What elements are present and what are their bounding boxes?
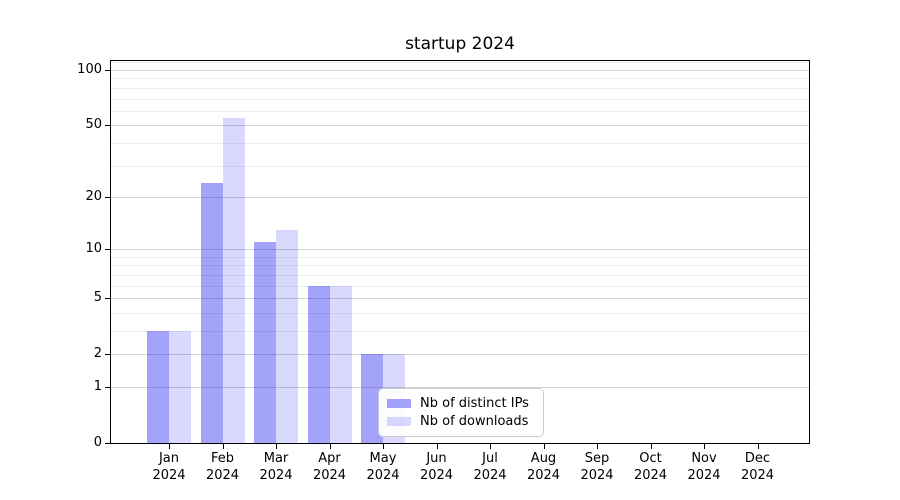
gridline-minor bbox=[111, 256, 809, 258]
y-tick bbox=[105, 70, 110, 71]
gridline-minor bbox=[111, 142, 809, 144]
x-tick bbox=[704, 444, 705, 449]
bar-distinct-ips bbox=[361, 354, 383, 443]
x-tick-label: Aug 2024 bbox=[526, 451, 561, 483]
x-tick bbox=[383, 444, 384, 449]
y-tick-label: 100 bbox=[77, 62, 102, 77]
x-tick bbox=[650, 444, 652, 449]
y-tick bbox=[105, 196, 110, 198]
bar-downloads bbox=[222, 117, 245, 443]
gridline-minor bbox=[111, 312, 809, 314]
x-tick-label: Jul 2024 bbox=[473, 451, 507, 483]
gridline-major bbox=[111, 70, 809, 71]
y-tick bbox=[105, 387, 110, 388]
x-tick-label: Jun 2024 bbox=[419, 451, 454, 483]
gridline-major bbox=[111, 387, 809, 388]
x-tick-label: Jan 2024 bbox=[152, 451, 186, 483]
x-tick-label: Oct 2024 bbox=[633, 451, 668, 483]
y-tick bbox=[105, 298, 110, 300]
bar-downloads bbox=[169, 331, 191, 443]
gridline-major bbox=[111, 249, 809, 251]
legend-label: Nb of distinct IPs bbox=[420, 395, 529, 411]
bar-distinct-ips bbox=[200, 182, 223, 443]
y-tick-label: 0 bbox=[93, 435, 102, 450]
y-tick bbox=[105, 443, 110, 444]
bar-downloads bbox=[329, 285, 352, 443]
bar-distinct-ips bbox=[254, 242, 276, 443]
y-tick-label: 10 bbox=[85, 241, 102, 257]
y-tick bbox=[105, 125, 110, 127]
legend-label: Nb of downloads bbox=[420, 414, 529, 430]
gridline-major bbox=[111, 125, 809, 127]
x-tick bbox=[169, 444, 170, 449]
gridline-minor bbox=[111, 98, 809, 100]
gridline-minor bbox=[111, 62, 809, 64]
x-tick-label: Feb 2024 bbox=[205, 451, 240, 483]
bar-downloads bbox=[276, 229, 298, 443]
x-tick bbox=[597, 444, 598, 449]
bar-distinct-ips bbox=[147, 331, 169, 443]
x-tick bbox=[490, 444, 491, 449]
bar-distinct-ips bbox=[307, 285, 330, 443]
gridline-minor bbox=[111, 78, 809, 80]
y-tick-label: 20 bbox=[85, 188, 102, 204]
gridline-minor bbox=[111, 331, 809, 332]
legend: Nb of distinct IPs Nb of downloads bbox=[378, 388, 544, 437]
gridline-major bbox=[111, 354, 809, 356]
legend-entry: Nb of downloads bbox=[387, 413, 535, 432]
gridline-minor bbox=[111, 110, 809, 112]
x-tick-label: Dec 2024 bbox=[740, 451, 775, 483]
x-tick-label: Mar 2024 bbox=[259, 451, 293, 483]
gridline-minor bbox=[111, 165, 809, 167]
gridline-minor bbox=[111, 285, 809, 287]
y-tick-label: 5 bbox=[93, 290, 102, 306]
x-tick bbox=[222, 444, 224, 449]
legend-entry: Nb of distinct IPs bbox=[387, 394, 535, 413]
y-tick-label: 1 bbox=[93, 379, 102, 394]
legend-swatch-distinct-ips bbox=[387, 398, 411, 408]
gridline-minor bbox=[111, 265, 809, 267]
gridline-major bbox=[111, 196, 809, 198]
legend-swatch-downloads bbox=[387, 417, 411, 427]
x-tick-label: Nov 2024 bbox=[687, 451, 721, 483]
x-tick-label: Apr 2024 bbox=[312, 451, 347, 483]
x-tick bbox=[329, 444, 331, 449]
x-tick-label: Sep 2024 bbox=[580, 451, 614, 483]
y-tick-label: 50 bbox=[85, 117, 102, 133]
x-tick bbox=[276, 444, 277, 449]
x-tick bbox=[543, 444, 545, 449]
y-tick bbox=[105, 354, 110, 356]
gridline-minor bbox=[111, 87, 809, 89]
x-tick-label: May 2024 bbox=[366, 451, 400, 483]
y-tick bbox=[105, 249, 110, 251]
x-tick bbox=[757, 444, 759, 449]
y-tick-label: 2 bbox=[93, 346, 102, 362]
gridline-major bbox=[111, 298, 809, 300]
gridline-minor bbox=[111, 274, 809, 276]
chart-title: startup 2024 bbox=[405, 34, 515, 54]
x-tick bbox=[436, 444, 438, 449]
